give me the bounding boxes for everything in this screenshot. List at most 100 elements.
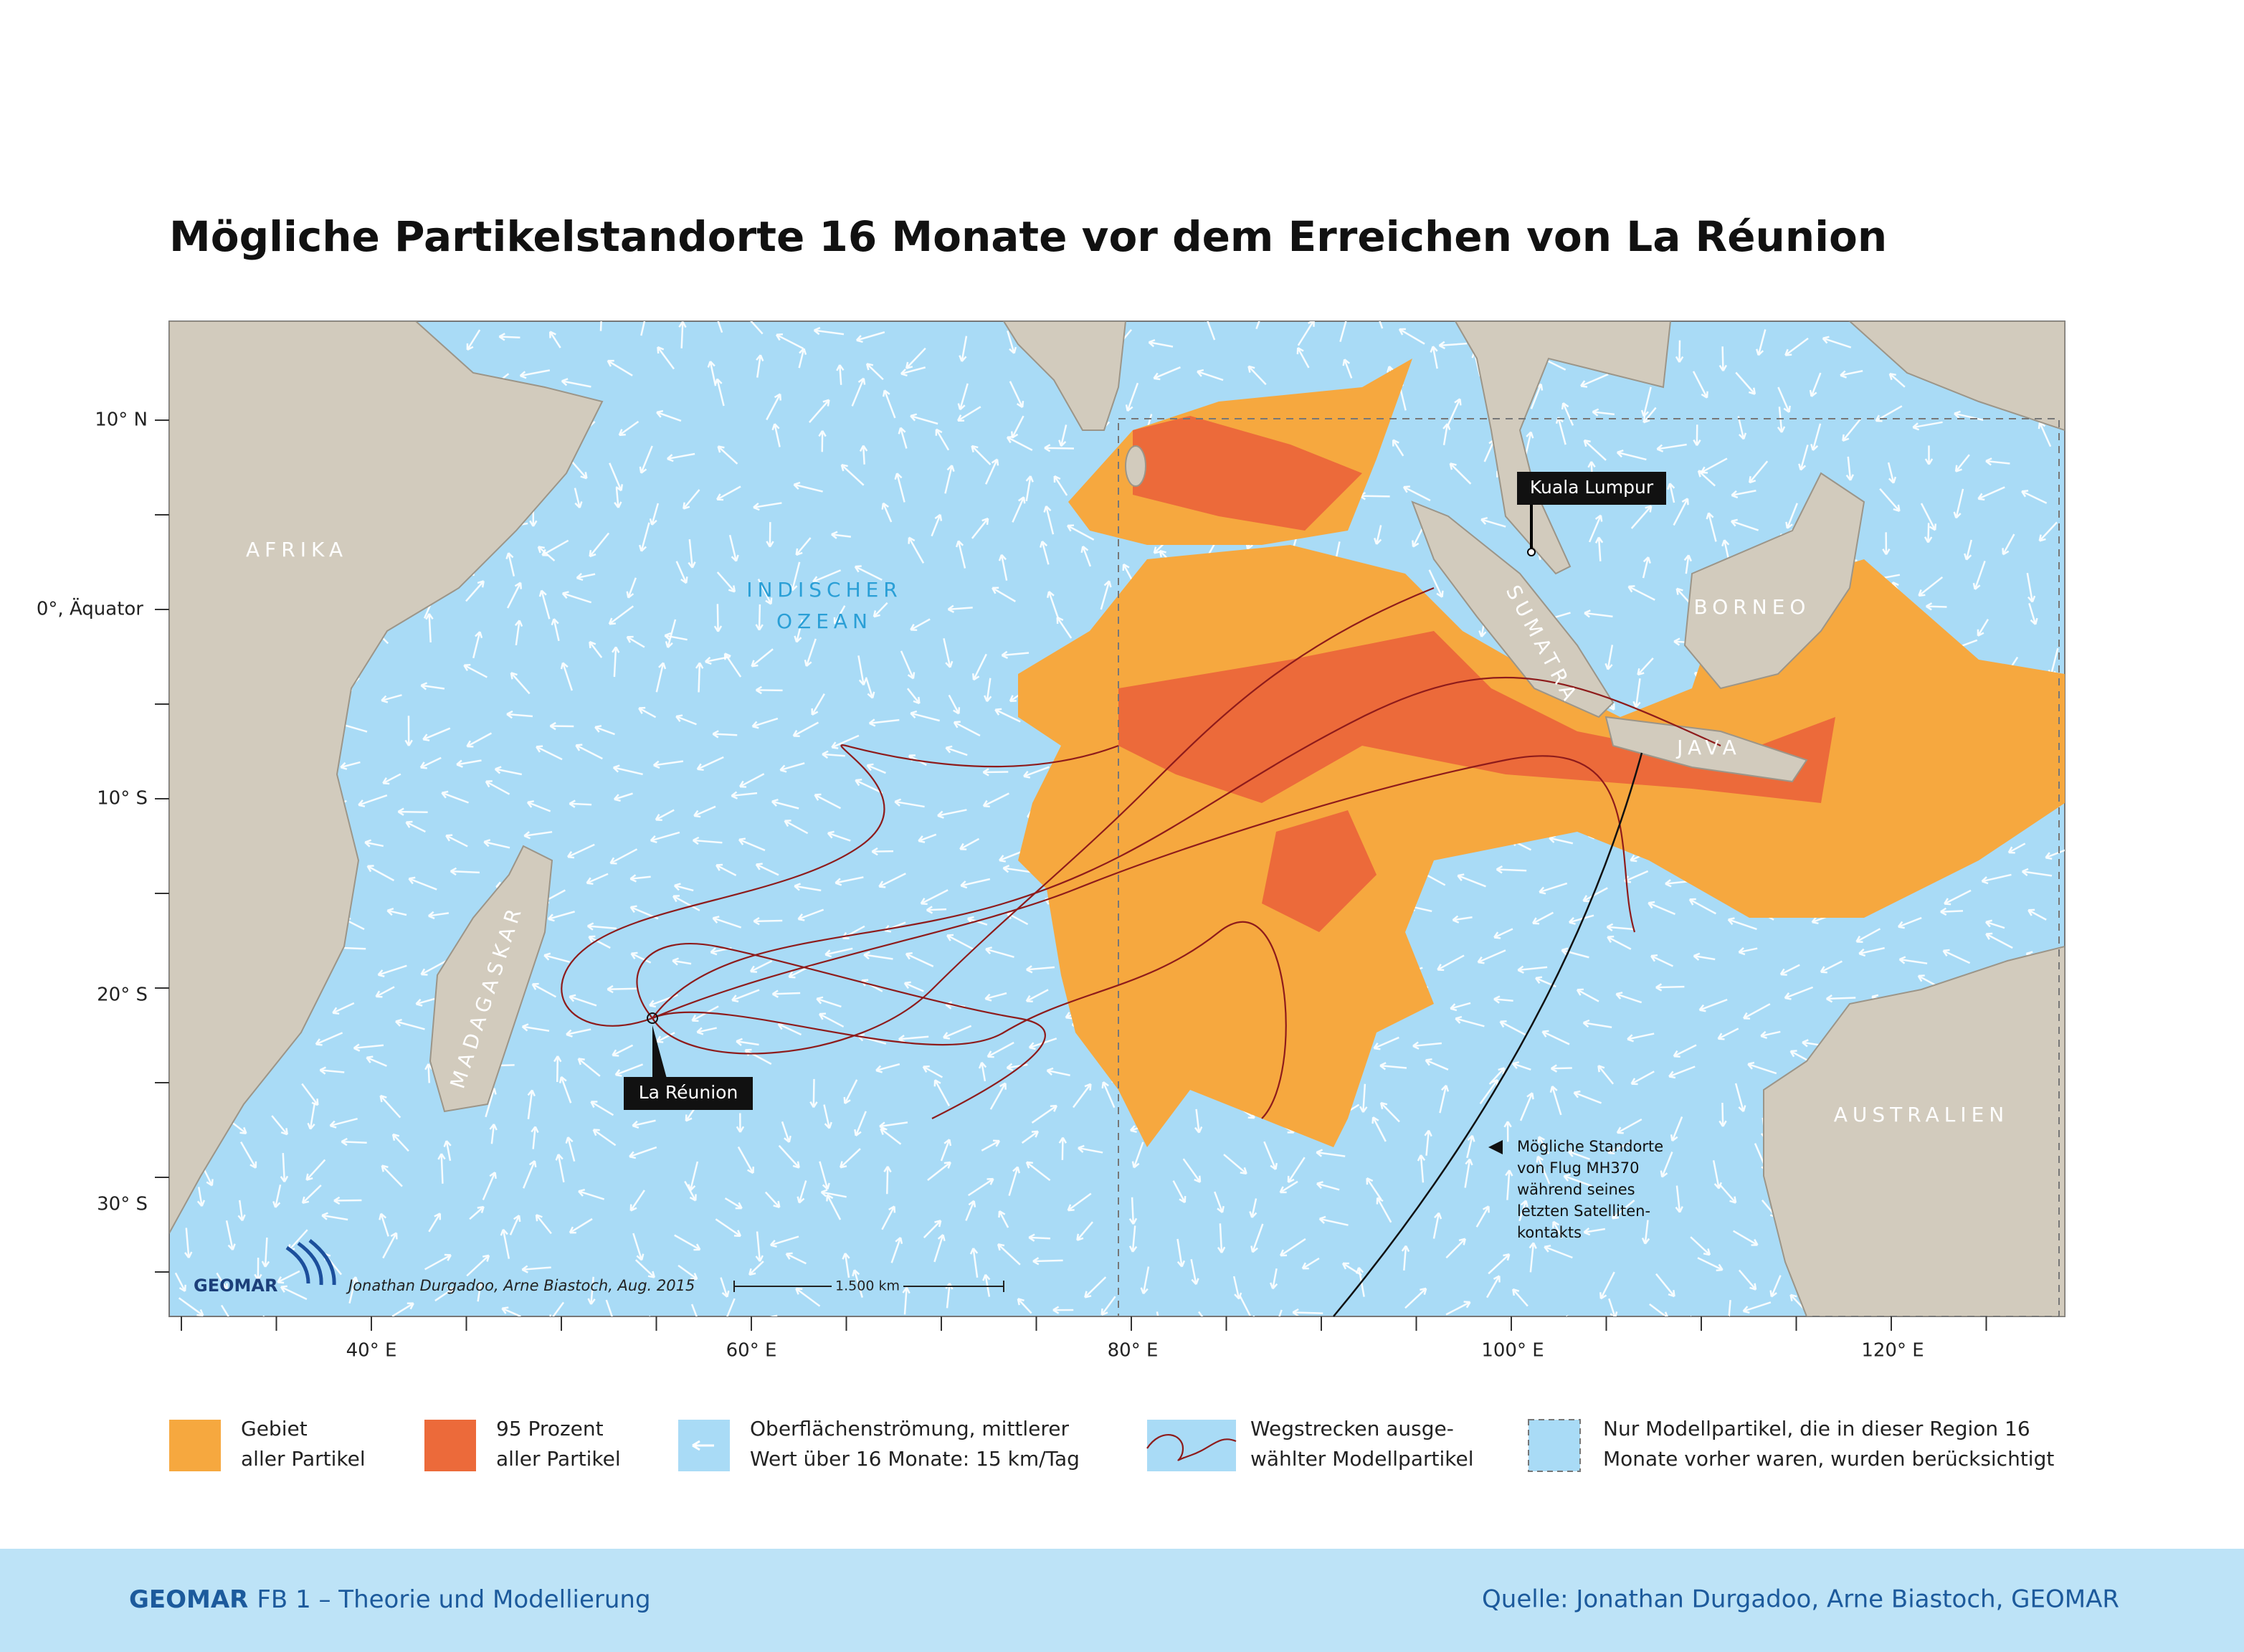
current-arrow <box>755 1231 764 1262</box>
current-arrow <box>445 834 468 848</box>
current-arrow <box>1197 369 1224 381</box>
current-arrow <box>1627 585 1655 601</box>
current-arrow <box>485 780 510 795</box>
current-arrow <box>863 951 893 960</box>
current-arrow <box>1512 1288 1529 1307</box>
current-arrow <box>1942 949 1971 964</box>
current-arrow <box>955 540 966 569</box>
current-arrow <box>775 333 804 350</box>
current-arrow <box>1981 873 2012 885</box>
current-arrow <box>1668 1065 1696 1079</box>
current-arrow <box>1316 1181 1340 1191</box>
current-arrow <box>1439 1084 1450 1114</box>
current-arrow <box>531 982 557 998</box>
region-label: JAVA <box>1675 736 1741 759</box>
current-arrow <box>1920 503 1937 531</box>
current-arrow <box>404 716 413 746</box>
current-arrow <box>510 672 531 695</box>
current-arrow <box>690 1304 698 1316</box>
current-arrow <box>254 1258 262 1281</box>
current-arrow <box>315 1032 343 1046</box>
current-arrow <box>865 363 884 381</box>
legend-text: Monate vorher waren, wurden berücksichti… <box>1603 1447 2054 1471</box>
current-arrow <box>592 1129 617 1147</box>
current-arrow <box>1642 407 1657 424</box>
current-arrow <box>1984 919 2005 929</box>
current-arrow <box>902 1286 911 1315</box>
current-arrow <box>476 1281 485 1302</box>
current-arrow <box>1505 1169 1513 1200</box>
current-arrow <box>1496 865 1527 874</box>
current-arrow <box>854 1111 867 1136</box>
current-arrow <box>1735 371 1756 395</box>
graticule-ticks <box>155 419 1987 1331</box>
current-arrow <box>178 1297 204 1316</box>
current-arrow <box>1101 1081 1116 1109</box>
current-arrow <box>1594 536 1604 561</box>
current-arrow <box>1697 1257 1724 1272</box>
current-arrow <box>672 895 700 911</box>
current-arrow <box>1693 424 1701 446</box>
current-arrow <box>1269 1268 1278 1290</box>
current-arrow <box>1488 1253 1511 1275</box>
current-arrow <box>1785 503 1798 529</box>
current-arrow <box>506 710 533 719</box>
current-arrow <box>822 750 845 759</box>
current-arrow <box>652 760 684 769</box>
islands <box>1848 321 2065 432</box>
region-label: AFRIKA <box>246 538 348 561</box>
title: Mögliche Partikelstandorte 16 Monate vor… <box>169 212 1887 261</box>
current-arrow <box>239 1141 257 1169</box>
current-arrow <box>1667 483 1675 503</box>
current-arrow <box>576 572 596 581</box>
current-arrow <box>618 420 640 437</box>
current-arrow <box>305 1159 326 1181</box>
current-arrow <box>1918 576 1944 597</box>
current-arrow <box>814 793 842 810</box>
current-arrow <box>1897 916 1922 929</box>
current-arrow <box>1675 340 1684 363</box>
current-arrow <box>353 1043 384 1052</box>
current-arrow <box>713 604 723 632</box>
legend-text: Wert über 16 Monate: 15 km/Tag <box>750 1447 1080 1471</box>
footer-source: Quelle: Jonathan Durgadoo, Arne Biastoch… <box>1482 1585 2119 1614</box>
current-arrow <box>960 878 991 889</box>
current-arrow <box>781 1121 791 1143</box>
current-arrow <box>755 685 783 695</box>
current-arrow <box>607 984 637 994</box>
current-arrow <box>666 452 695 462</box>
current-arrow <box>1727 917 1757 931</box>
current-arrow <box>1650 954 1674 967</box>
current-arrow <box>969 1248 979 1278</box>
current-arrow <box>2038 521 2058 542</box>
current-arrow <box>1039 541 1050 565</box>
current-arrow <box>1052 1306 1074 1314</box>
current-arrow <box>391 1133 409 1152</box>
current-arrow <box>1655 1273 1675 1298</box>
current-arrow <box>1012 496 1026 523</box>
logo-mark <box>285 1239 336 1286</box>
current-arrow <box>469 1205 485 1220</box>
current-arrow <box>1784 986 1814 1000</box>
current-arrow <box>1718 1183 1737 1204</box>
current-arrow <box>549 1301 565 1316</box>
current-arrow <box>998 554 1008 581</box>
area-95 <box>1133 416 1362 531</box>
current-arrow <box>1649 1303 1668 1316</box>
current-arrow <box>1432 1212 1442 1239</box>
area-95 <box>1262 810 1377 932</box>
current-arrow <box>1428 569 1444 598</box>
current-arrow <box>494 766 523 776</box>
current-arrow <box>1953 488 1964 519</box>
current-arrow <box>688 539 696 569</box>
current-arrow <box>678 1264 698 1281</box>
current-arrow <box>2026 572 2036 603</box>
current-arrow <box>216 1272 228 1291</box>
current-arrow <box>986 1041 1014 1058</box>
current-arrow <box>514 620 523 646</box>
current-arrow <box>755 863 779 876</box>
current-arrow <box>551 618 560 642</box>
current-arrow <box>509 1215 521 1235</box>
current-arrow <box>871 847 894 856</box>
